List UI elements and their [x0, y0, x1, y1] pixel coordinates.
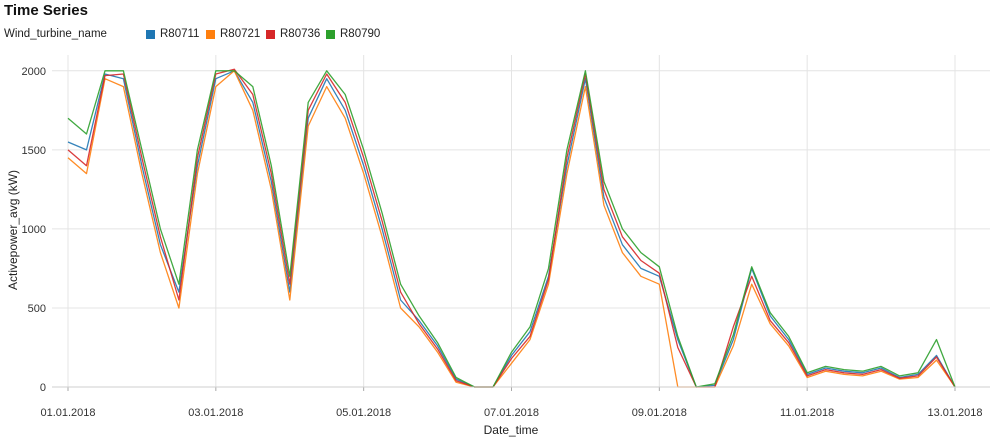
series-line-r80736: [67, 68, 956, 388]
y-tick-label: 500: [28, 303, 46, 315]
legend-label: R80736: [280, 28, 321, 40]
y-tick-label: 2000: [22, 66, 46, 78]
y-tick-label: 0: [40, 382, 46, 394]
legend-swatch: [326, 29, 335, 39]
legend-item-r80790[interactable]: R80790: [326, 28, 380, 40]
chart-title: Time Series: [4, 2, 88, 19]
legend-title: Wind_turbine_name: [4, 28, 107, 40]
legend-item-r80736[interactable]: R80736: [266, 28, 320, 40]
x-tick-label: 11.01.2018: [780, 407, 834, 419]
grid-lines: [52, 55, 990, 388]
series-line-r80790: [67, 70, 956, 388]
x-tick-label: 07.01.2018: [484, 407, 539, 419]
series-group: [67, 68, 956, 388]
y-tick-label: 1000: [22, 224, 46, 236]
x-axis-label: Date_time: [484, 423, 539, 437]
legend-label: R80790: [340, 28, 381, 40]
legend-swatch: [146, 29, 155, 39]
x-tick-label: 13.01.2018: [927, 407, 982, 419]
legend-item-r80711[interactable]: R80711: [146, 28, 199, 40]
x-tick-label: 01.01.2018: [40, 407, 95, 419]
legend-item-r80721[interactable]: R80721: [206, 28, 260, 40]
series-line-r80721: [67, 70, 956, 388]
x-tick-label: 09.01.2018: [632, 407, 687, 419]
legend-swatch: [266, 29, 275, 39]
series-line-r80711: [67, 70, 956, 388]
y-tick-label: 1500: [22, 145, 46, 157]
legend-label: R80721: [220, 28, 261, 40]
x-tick-label: 05.01.2018: [336, 407, 391, 419]
legend-label: R80711: [160, 28, 200, 40]
x-tick-label: 03.01.2018: [188, 407, 243, 419]
legend-swatch: [206, 29, 215, 39]
y-axis-label: Activepower_avg (kW): [6, 170, 20, 290]
axes: 0 500 1000 1500 2000 01.01.2018 03.01.2018 05.0…: [22, 66, 990, 419]
